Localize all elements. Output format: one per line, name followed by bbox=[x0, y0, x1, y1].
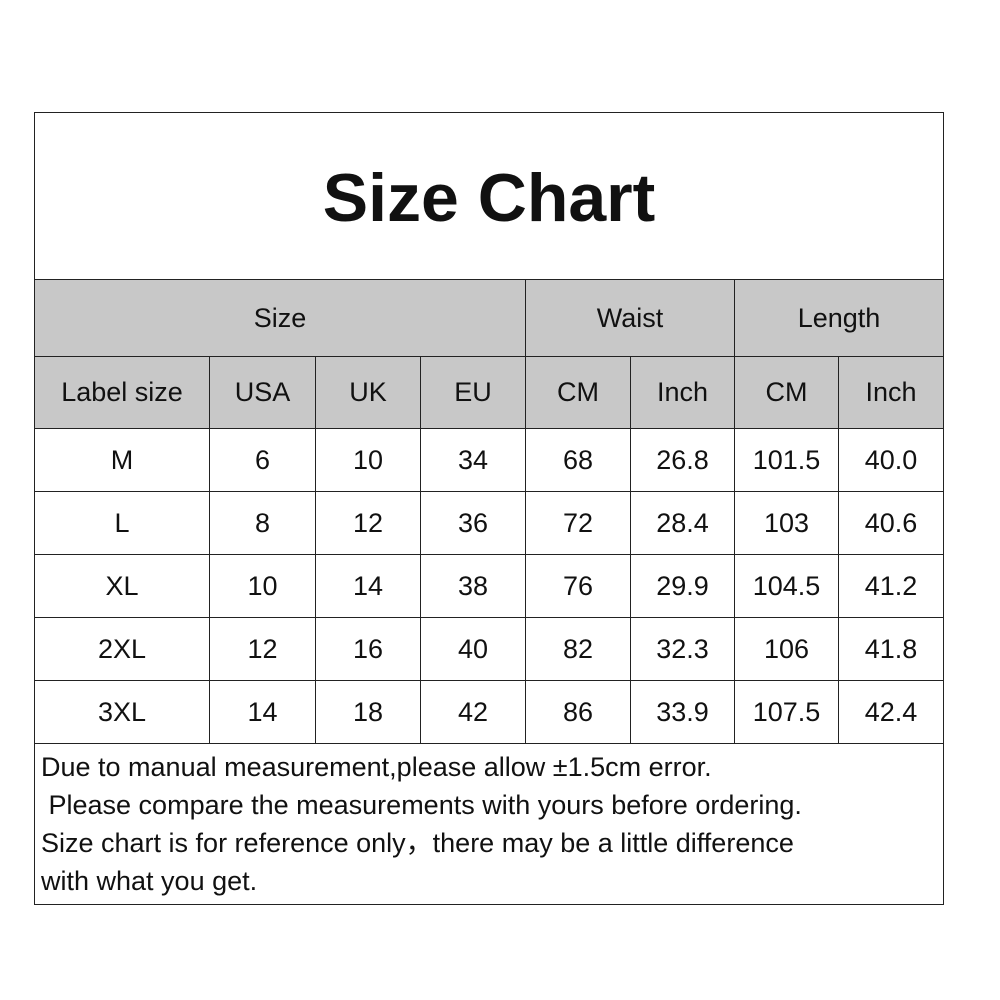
size-chart-table: Size Chart Size Waist Length Label size U… bbox=[33, 112, 945, 905]
table-cell: 14 bbox=[315, 554, 421, 618]
table-cell: 76 bbox=[525, 554, 631, 618]
table-cell: 33.9 bbox=[630, 680, 735, 744]
table-cell: 104.5 bbox=[734, 554, 839, 618]
table-cell: 40 bbox=[420, 617, 526, 681]
table-cell: 6 bbox=[209, 428, 316, 492]
table-cell: 3XL bbox=[34, 680, 210, 744]
group-header-size: Size bbox=[34, 279, 526, 357]
table-cell: 41.2 bbox=[837, 554, 945, 618]
table-cell: 107.5 bbox=[734, 680, 839, 744]
table-cell: 42.4 bbox=[837, 680, 945, 744]
note-line: Please compare the measurements with you… bbox=[41, 790, 802, 820]
table-cell: 18 bbox=[315, 680, 421, 744]
group-header-waist: Waist bbox=[525, 279, 735, 357]
table-cell: 42 bbox=[420, 680, 526, 744]
group-header-length: Length bbox=[733, 279, 945, 357]
table-cell: 26.8 bbox=[630, 428, 735, 492]
table-cell: 106 bbox=[734, 617, 839, 681]
column-header: CM bbox=[734, 356, 839, 429]
table-cell: 28.4 bbox=[630, 491, 735, 555]
table-cell: 12 bbox=[209, 617, 316, 681]
table-cell: 16 bbox=[315, 617, 421, 681]
table-cell: 40.6 bbox=[837, 491, 945, 555]
table-cell: 41.8 bbox=[837, 617, 945, 681]
table-row: L 8 12 36 72 28.4 103 40.6 bbox=[34, 491, 945, 555]
table-cell: 10 bbox=[209, 554, 316, 618]
table-cell: 34 bbox=[420, 428, 526, 492]
table-cell: 8 bbox=[209, 491, 316, 555]
table-row: XL 10 14 38 76 29.9 104.5 41.2 bbox=[34, 554, 945, 618]
table-row: M 6 10 34 68 26.8 101.5 40.0 bbox=[34, 428, 945, 492]
table-cell: 86 bbox=[525, 680, 631, 744]
note-line: with what you get. bbox=[41, 866, 258, 896]
table-cell: 14 bbox=[209, 680, 316, 744]
table-cell: 40.0 bbox=[837, 428, 945, 492]
notes-cell: Due to manual measurement,please allow ±… bbox=[33, 743, 945, 905]
column-header: USA bbox=[209, 356, 316, 429]
table-row: 2XL 12 16 40 82 32.3 106 41.8 bbox=[34, 617, 945, 681]
column-header: CM bbox=[525, 356, 631, 429]
table-cell: 72 bbox=[525, 491, 631, 555]
note-line: Size chart is for reference only，there m… bbox=[41, 828, 794, 858]
table-cell: 36 bbox=[420, 491, 526, 555]
table-cell: 12 bbox=[315, 491, 421, 555]
table-cell: 38 bbox=[420, 554, 526, 618]
table-cell: 103 bbox=[734, 491, 839, 555]
table-cell: 10 bbox=[315, 428, 421, 492]
column-header: UK bbox=[315, 356, 421, 429]
table-row: 3XL 14 18 42 86 33.9 107.5 42.4 bbox=[34, 680, 945, 744]
table-cell: 68 bbox=[525, 428, 631, 492]
column-header: Inch bbox=[837, 356, 945, 429]
table-cell: 82 bbox=[525, 617, 631, 681]
column-header: Inch bbox=[630, 356, 735, 429]
table-cell: 32.3 bbox=[630, 617, 735, 681]
table-cell: L bbox=[34, 491, 210, 555]
note-line: Due to manual measurement,please allow ±… bbox=[41, 752, 712, 782]
table-cell: M bbox=[34, 428, 210, 492]
column-header: EU bbox=[420, 356, 526, 429]
page-title: Size Chart bbox=[33, 112, 945, 280]
table-cell: 101.5 bbox=[734, 428, 839, 492]
column-header: Label size bbox=[34, 356, 210, 429]
table-cell: 29.9 bbox=[630, 554, 735, 618]
table-cell: XL bbox=[34, 554, 210, 618]
table-cell: 2XL bbox=[34, 617, 210, 681]
